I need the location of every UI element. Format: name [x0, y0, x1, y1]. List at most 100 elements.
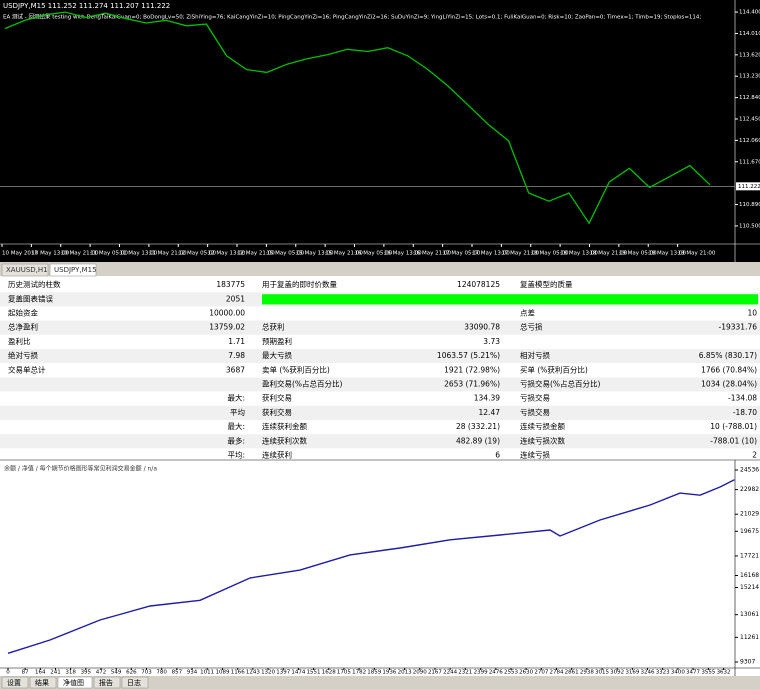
- report-label3: 亏损交易: [520, 393, 550, 403]
- report-value1: 13759.02: [209, 323, 245, 332]
- report-label2: 连续获利次数: [262, 435, 307, 445]
- time-label: 18 May 13:00: [560, 251, 598, 257]
- report-value2: 12.47: [479, 408, 501, 417]
- report-row: [0, 278, 760, 293]
- time-label: 15 May 21:00: [325, 251, 363, 257]
- report-row: [0, 377, 760, 392]
- price-tick-label: 114.010: [739, 31, 760, 37]
- report-label2: 卖单 (%获利百分比): [262, 364, 330, 374]
- report-row: [0, 334, 760, 349]
- current-price-box: [736, 182, 760, 191]
- bottom-tab[interactable]: [29, 676, 57, 689]
- equity-x-label: 1705: [337, 670, 351, 676]
- equity-x-label: 3400: [671, 670, 685, 676]
- report-label1: 绝对亏损: [8, 350, 38, 360]
- report-label3: 点差: [520, 308, 535, 318]
- report-label1: 盈利比: [8, 336, 31, 346]
- report-value1: 7.98: [228, 351, 245, 360]
- report-row: [0, 320, 760, 335]
- equity-x-label: 395: [81, 670, 92, 676]
- time-label: 11 May 13:00: [120, 251, 158, 257]
- time-label: 11 May 21:00: [149, 251, 187, 257]
- time-label: 19 May 13:00: [648, 251, 686, 257]
- symbol-tab[interactable]: [49, 263, 97, 277]
- equity-x-label: 2244: [443, 670, 457, 676]
- price-line: [4, 11, 711, 225]
- time-label: 16 May 13:00: [384, 251, 422, 257]
- equity-y-label: 19675: [740, 528, 759, 535]
- price-tick-label: 113.620: [739, 52, 760, 58]
- equity-x-label: 2553: [504, 670, 518, 676]
- equity-x-label: 2476: [489, 670, 503, 676]
- report-row: [0, 306, 760, 321]
- report-value2: 2653 (71.96%): [444, 380, 500, 389]
- bottom-tab[interactable]: [121, 676, 149, 689]
- report-label2: 获利交易: [262, 393, 292, 403]
- equity-x-label: 1859: [367, 670, 381, 676]
- report-value3: -19331.76: [719, 323, 758, 332]
- report-label2: 连续获利金额: [262, 421, 307, 431]
- equity-x-label: 2938: [580, 670, 594, 676]
- report-label3: 连续亏损金额: [520, 421, 565, 431]
- report-label2: 最大亏损: [262, 350, 292, 360]
- equity-x-label: 934: [187, 670, 198, 676]
- report-value2: 1063.57 (5.21%): [437, 351, 500, 360]
- report-value3: -18.70: [733, 408, 757, 417]
- time-label: 10 May 2017: [2, 251, 38, 257]
- time-label: 17 May 21:00: [501, 251, 539, 257]
- equity-y-label: 17721: [740, 552, 759, 559]
- equity-x-label: 1474: [291, 670, 305, 676]
- report-value3: -788.01 (10): [710, 436, 757, 445]
- time-label: 19 May 21:00: [678, 251, 716, 257]
- report-label2: 盈利交易(%占总百分比): [262, 379, 343, 389]
- equity-x-label: 857: [172, 670, 183, 676]
- time-label: 15 May 13:00: [296, 251, 334, 257]
- bottom-tab-label[interactable]: 报告: [99, 678, 113, 687]
- time-label: 16 May 05:00: [355, 251, 393, 257]
- bottom-tab-label[interactable]: 日志: [127, 678, 141, 687]
- report-value3: 10: [747, 309, 757, 318]
- bottom-tab[interactable]: [1, 676, 29, 689]
- report-label3: 连续亏损: [520, 450, 550, 460]
- equity-x-label: 2167: [428, 670, 442, 676]
- equity-x-label: 2707: [534, 670, 548, 676]
- report-value2: 3.73: [483, 337, 500, 346]
- equity-x-label: 3323: [656, 670, 670, 676]
- equity-x-label: 0: [6, 670, 10, 676]
- price-title: USDJPY,M15 111.252 111.274 111.207 111.2…: [3, 2, 170, 10]
- bottom-tab-label[interactable]: 设置: [7, 678, 21, 687]
- equity-y-label: 21029: [740, 511, 759, 518]
- equity-x-label: 2090: [413, 670, 427, 676]
- report-value3: 1766 (70.84%): [701, 365, 757, 374]
- time-label: 18 May 05:00: [531, 251, 569, 257]
- report-label3: 相对亏损: [520, 350, 550, 360]
- bottom-tab[interactable]: [93, 676, 121, 689]
- report-label2: 获利交易: [262, 407, 292, 417]
- equity-y-label: 24536: [740, 466, 759, 473]
- report-row: [0, 391, 760, 406]
- equity-x-label: 2784: [550, 670, 564, 676]
- symbol-tab-label[interactable]: XAUUSD,H1: [6, 266, 48, 274]
- equity-x-label: 1782: [352, 670, 366, 676]
- equity-chart-bg: [0, 460, 760, 676]
- report-label1: 复盖图表错误: [8, 293, 53, 303]
- bottom-tab-label[interactable]: 结果: [35, 678, 49, 687]
- equity-x-label: 3246: [641, 670, 655, 676]
- report-label1: 最大:: [227, 393, 245, 403]
- time-label: 16 May 21:00: [413, 251, 451, 257]
- equity-x-label: 318: [65, 670, 76, 676]
- price-tick-label: 112.060: [739, 138, 760, 144]
- bottom-tab-label[interactable]: 净值图: [63, 678, 84, 687]
- symbol-tab[interactable]: [1, 263, 49, 277]
- report-value2: 33090.78: [464, 323, 500, 332]
- symbol-tab-label[interactable]: USDJPY,M15: [54, 266, 97, 274]
- symbol-tab-bar: [0, 262, 760, 276]
- report-value2: 134.39: [474, 394, 500, 403]
- equity-x-label: 2013: [398, 670, 412, 676]
- equity-x-label: 3555: [701, 670, 715, 676]
- bottom-tab[interactable]: [57, 676, 93, 689]
- equity-y-label: 16168: [740, 572, 759, 579]
- price-tick-label: 114.400: [739, 10, 760, 16]
- equity-line: [7, 479, 735, 654]
